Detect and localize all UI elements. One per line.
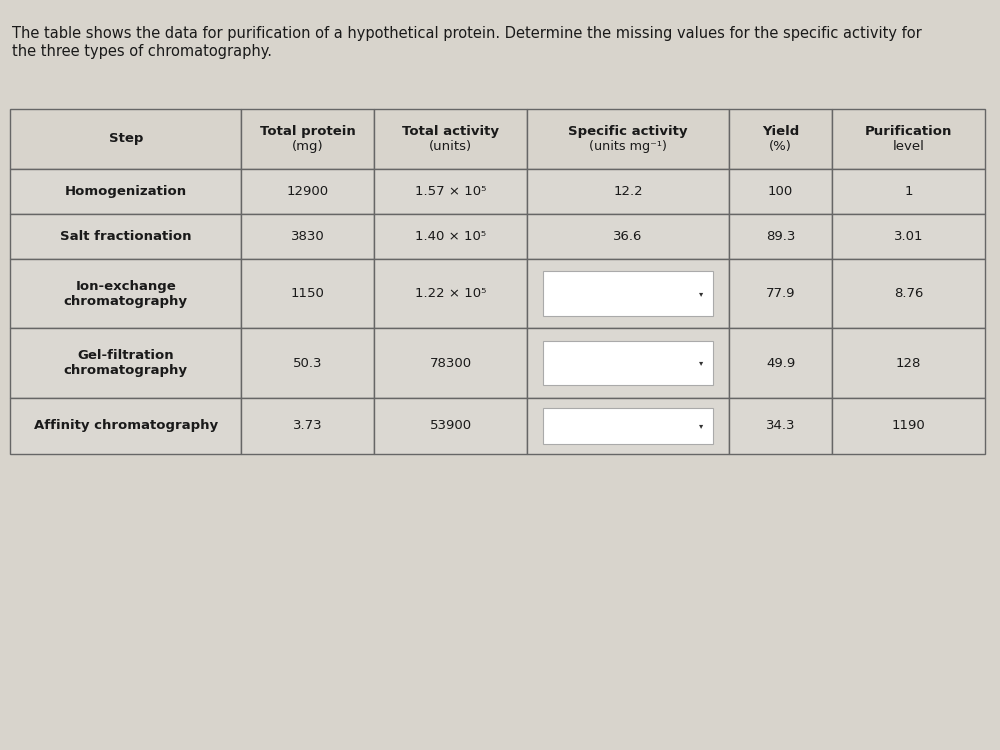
- Text: 3.73: 3.73: [293, 419, 323, 432]
- Text: Step: Step: [109, 133, 143, 146]
- Text: 1.40 × 10⁵: 1.40 × 10⁵: [415, 230, 486, 243]
- Text: Homogenization: Homogenization: [65, 185, 187, 198]
- Text: 3.01: 3.01: [894, 230, 923, 243]
- Text: 50.3: 50.3: [293, 356, 323, 370]
- Text: Gel-filtration
chromatography: Gel-filtration chromatography: [64, 349, 188, 377]
- Text: 36.6: 36.6: [613, 230, 643, 243]
- Text: 77.9: 77.9: [766, 287, 795, 300]
- Text: 34.3: 34.3: [766, 419, 795, 432]
- Text: Salt fractionation: Salt fractionation: [60, 230, 191, 243]
- Text: 12900: 12900: [287, 185, 329, 198]
- Text: 128: 128: [896, 356, 921, 370]
- Text: The table shows the data for purification of a hypothetical protein. Determine t: The table shows the data for purificatio…: [12, 26, 922, 58]
- Text: (units): (units): [429, 140, 472, 153]
- Text: 8.76: 8.76: [894, 287, 923, 300]
- Text: 1150: 1150: [291, 287, 325, 300]
- Text: Affinity chromatography: Affinity chromatography: [34, 419, 218, 432]
- Text: level: level: [893, 140, 925, 153]
- Text: (%): (%): [769, 140, 792, 153]
- Text: ▾: ▾: [699, 422, 703, 430]
- Text: Yield: Yield: [762, 124, 799, 138]
- Text: (mg): (mg): [292, 140, 324, 153]
- Text: 53900: 53900: [430, 419, 472, 432]
- Text: Specific activity: Specific activity: [568, 124, 688, 138]
- Text: 1.22 × 10⁵: 1.22 × 10⁵: [415, 287, 486, 300]
- Text: 1: 1: [904, 185, 913, 198]
- Text: Ion-exchange
chromatography: Ion-exchange chromatography: [64, 280, 188, 308]
- Text: 89.3: 89.3: [766, 230, 795, 243]
- Text: (units mg⁻¹): (units mg⁻¹): [589, 140, 667, 153]
- Text: Purification: Purification: [865, 124, 952, 138]
- Text: ▾: ▾: [699, 358, 703, 368]
- Text: 1190: 1190: [892, 419, 926, 432]
- Text: ▾: ▾: [699, 289, 703, 298]
- Text: 49.9: 49.9: [766, 356, 795, 370]
- Text: 1.57 × 10⁵: 1.57 × 10⁵: [415, 185, 486, 198]
- Text: Total activity: Total activity: [402, 124, 499, 138]
- Text: Total protein: Total protein: [260, 124, 356, 138]
- Text: 3830: 3830: [291, 230, 325, 243]
- Text: 12.2: 12.2: [613, 185, 643, 198]
- Text: 78300: 78300: [430, 356, 472, 370]
- Text: 100: 100: [768, 185, 793, 198]
